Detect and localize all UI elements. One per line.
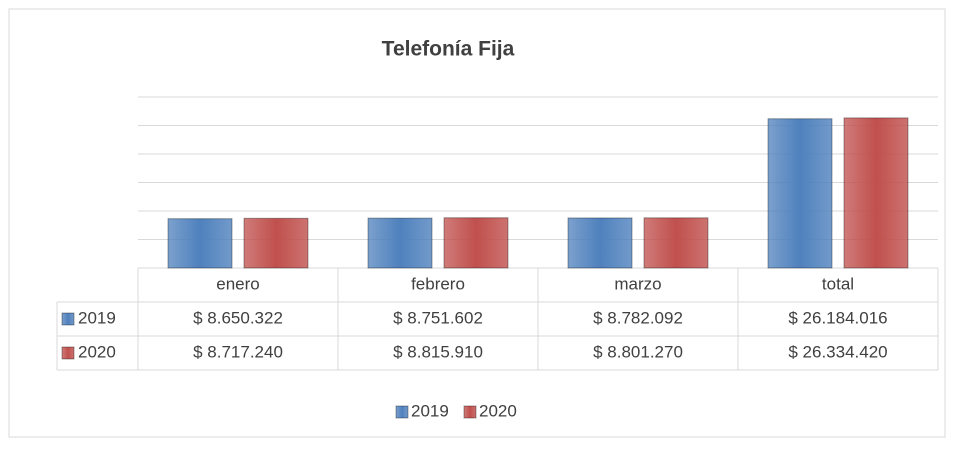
data-table-cell: $ 26.334.420: [788, 342, 887, 361]
legend-label: 2019: [411, 401, 449, 420]
bar: [167, 218, 233, 269]
x-tick-label: total: [822, 274, 854, 293]
bar: [443, 217, 509, 269]
table-legend-key: [61, 346, 75, 360]
data-table-cell: $ 8.801.270: [593, 342, 683, 361]
bar: [243, 217, 309, 269]
data-table-cell: $ 8.751.602: [393, 308, 483, 327]
bar: [767, 118, 833, 269]
legend-key: [463, 405, 477, 419]
table-legend-key: [61, 312, 75, 326]
x-tick-label: enero: [216, 274, 259, 293]
legend-key: [395, 405, 409, 419]
x-tick-label: febrero: [411, 274, 465, 293]
data-table-cell: $ 8.650.322: [193, 308, 283, 327]
table-series-name: 2019: [78, 308, 116, 327]
legend-label: 2020: [479, 401, 517, 420]
bar: [567, 217, 633, 269]
data-table-cell: $ 8.815.910: [393, 342, 483, 361]
table-series-name: 2020: [78, 342, 116, 361]
data-table-cell: $ 8.782.092: [593, 308, 683, 327]
x-tick-label: marzo: [614, 274, 661, 293]
bar: [643, 217, 709, 269]
chart-title: Telefonía Fija: [382, 38, 515, 61]
data-table-cell: $ 8.717.240: [193, 342, 283, 361]
data-table-cell: $ 26.184.016: [788, 308, 887, 327]
bar: [843, 117, 909, 269]
bar: [367, 217, 433, 269]
